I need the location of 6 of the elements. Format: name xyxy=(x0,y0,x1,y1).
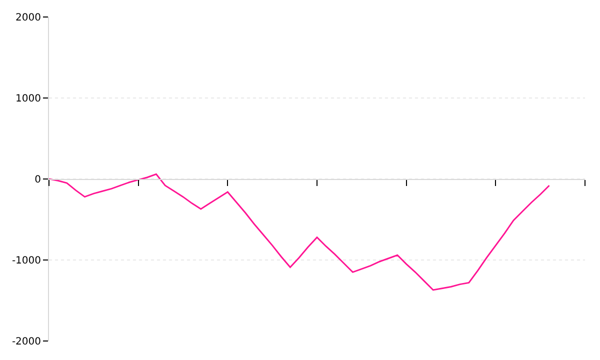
line-series xyxy=(49,173,550,291)
y-tick-label: -2000 xyxy=(12,336,41,348)
y-tick-label: 1000 xyxy=(16,94,41,104)
y-tick-label: 0 xyxy=(34,174,41,186)
y-tick-label: -1000 xyxy=(12,256,41,266)
y-tick-label: 2000 xyxy=(16,12,41,24)
